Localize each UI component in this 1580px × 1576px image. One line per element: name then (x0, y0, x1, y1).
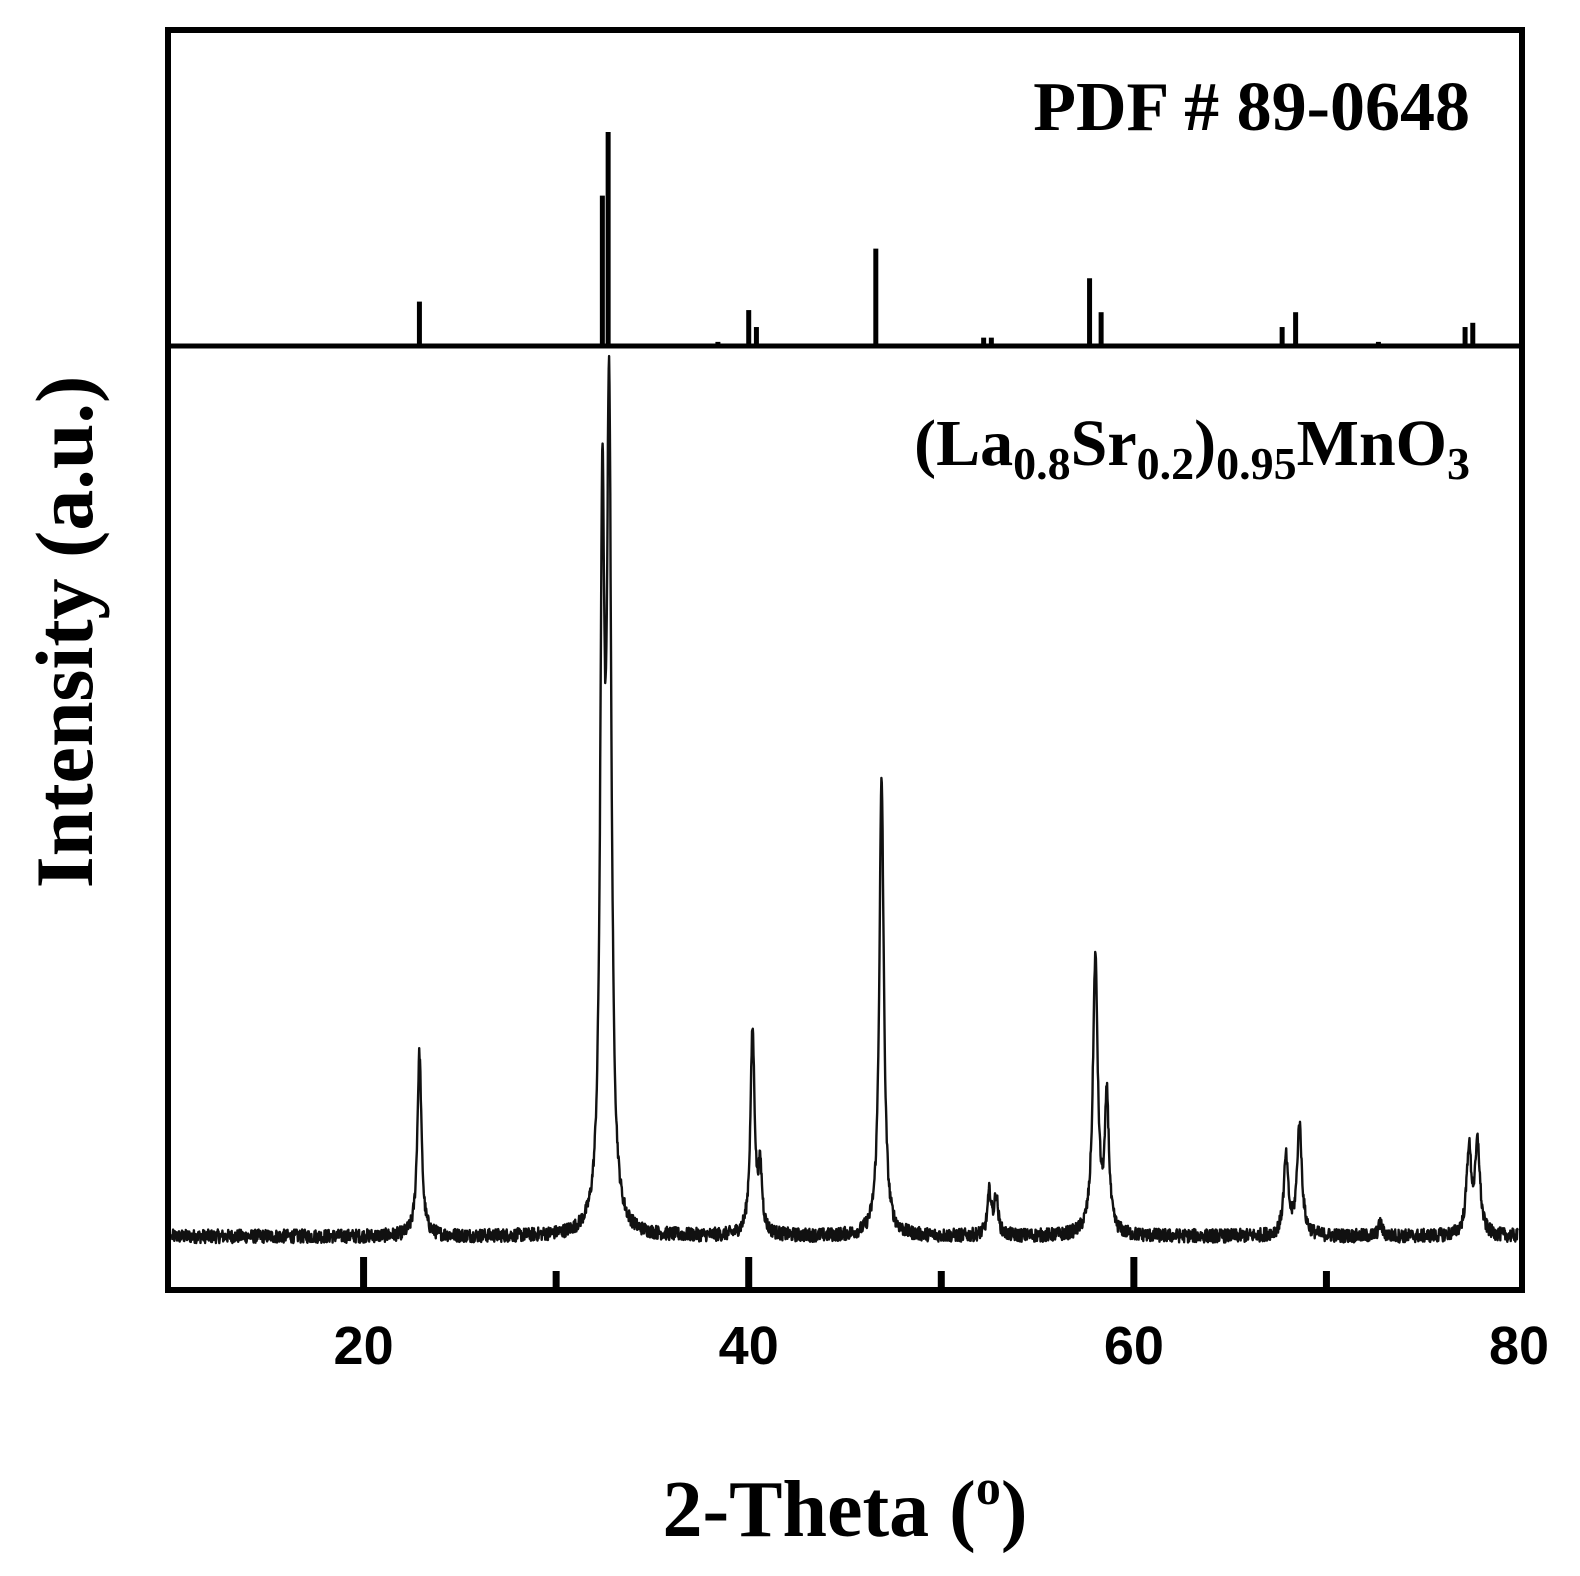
y-axis-label: Intensity (a.u.) (19, 376, 110, 889)
x-tick-label: 20 (334, 1316, 394, 1376)
x-tick-label: 40 (719, 1316, 779, 1376)
plot-frame (165, 27, 1525, 1293)
reference-bars (416, 132, 1476, 344)
x-axis-tick-labels: 20 40 60 80 (334, 1316, 1550, 1376)
x-axis-label: 2-Theta (o) (663, 1459, 1028, 1554)
sample-label: (La0.8Sr0.2)0.95MnO3 (914, 407, 1470, 489)
reference-label: PDF # 89-0648 (1033, 69, 1470, 146)
xrd-pattern-line (170, 354, 1519, 1245)
x-tick-label: 80 (1489, 1316, 1549, 1376)
x-tick-label: 60 (1104, 1316, 1164, 1376)
x-axis-ticks (360, 1257, 1330, 1287)
